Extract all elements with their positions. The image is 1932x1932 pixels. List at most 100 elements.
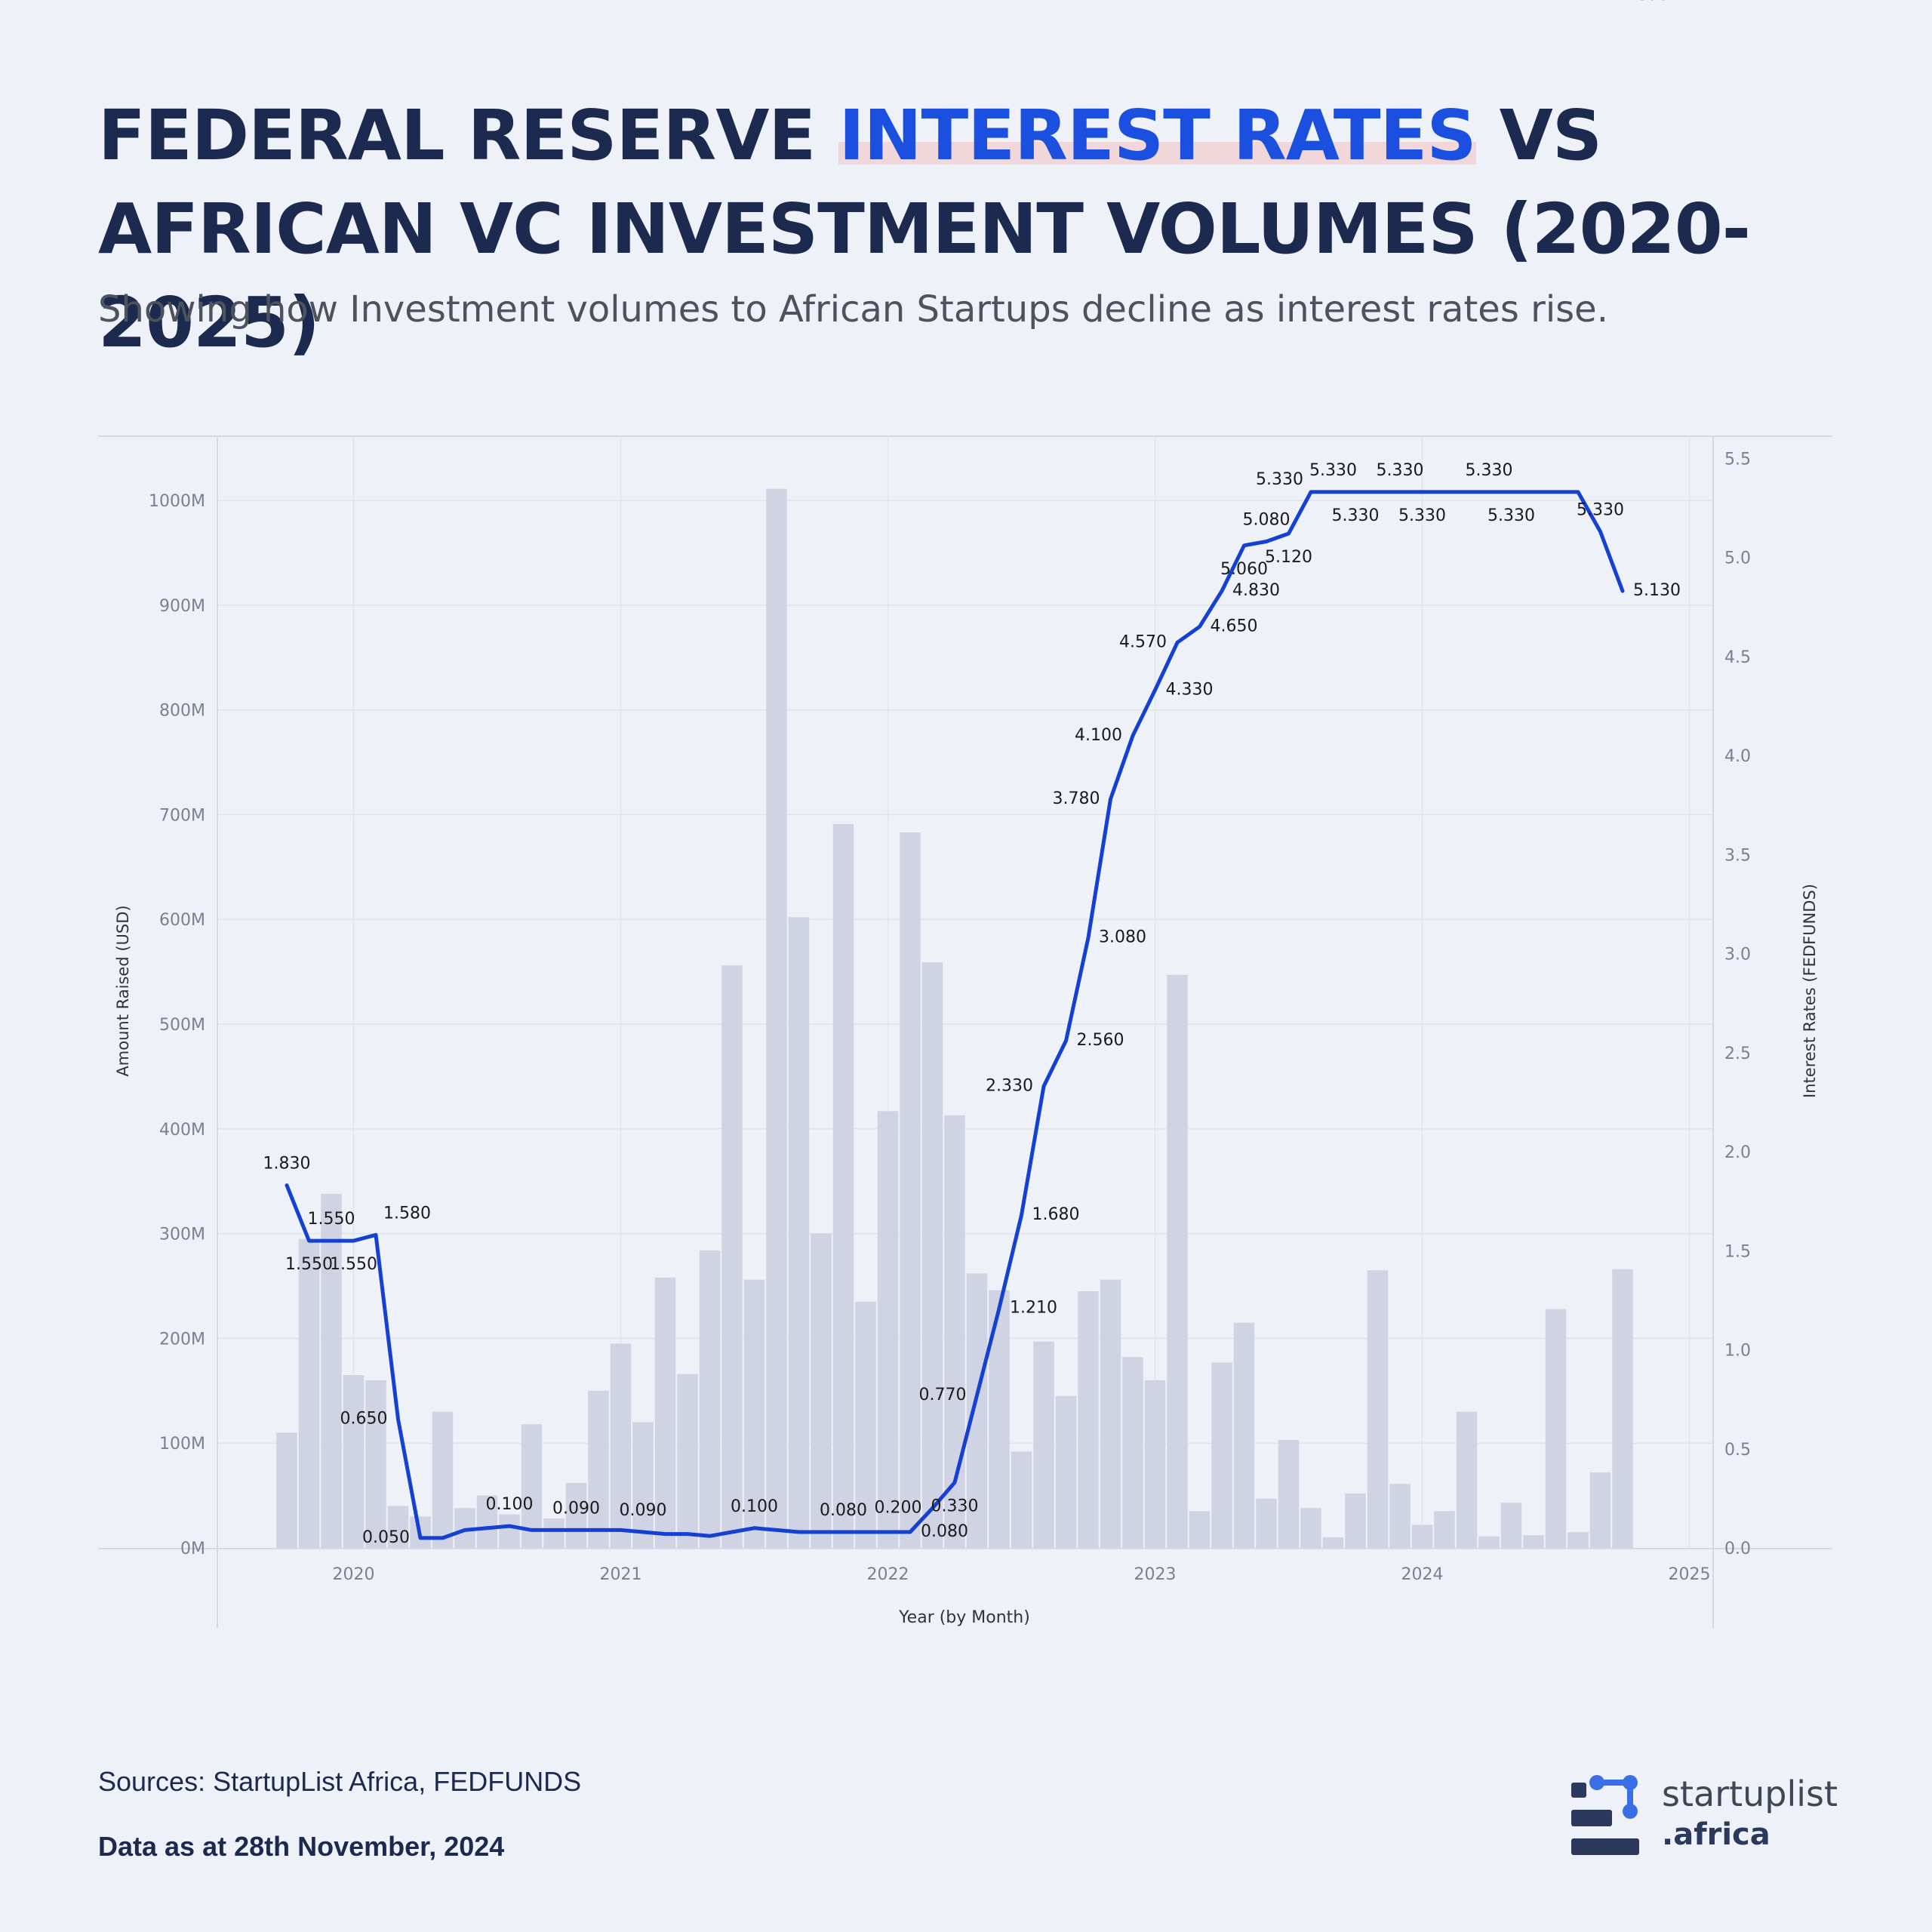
- bar: [1567, 1532, 1589, 1548]
- rate-data-label: 4.330: [1166, 680, 1214, 699]
- rate-data-label: 1.550: [330, 1255, 377, 1274]
- rate-data-label: 5.080: [1243, 511, 1291, 530]
- bar: [276, 1432, 297, 1548]
- bar: [966, 1273, 988, 1548]
- point-labels: 1.8301.5501.5501.5501.5800.6500.0500.100…: [263, 0, 1681, 1547]
- bar: [1144, 1380, 1166, 1548]
- x-tick-label: 2025: [1669, 1565, 1711, 1584]
- y-right-tick-label: 3.0: [1724, 946, 1751, 964]
- y-left-tick-label: 600M: [159, 911, 205, 930]
- logo-wordmark: startuplist: [1662, 1774, 1838, 1814]
- y-right-tick-label: 1.0: [1724, 1342, 1751, 1361]
- y-right-tick-label: 2.0: [1724, 1143, 1751, 1162]
- y-right-tick-label: 1.5: [1724, 1242, 1751, 1261]
- chart-frame: [98, 435, 1832, 1629]
- rate-data-label: 5.330: [1487, 506, 1535, 525]
- bar: [1055, 1395, 1077, 1548]
- rate-data-label: 1.580: [383, 1204, 431, 1223]
- title-part-2: VS AFRICAN VC INVESTMENT VOLUMES (2020-2…: [98, 95, 1751, 363]
- bar: [321, 1193, 342, 1548]
- bar: [1523, 1535, 1544, 1548]
- rate-data-label: 5.330: [1577, 500, 1624, 519]
- bar: [1345, 1493, 1366, 1548]
- rate-data-label: 0.330: [931, 1497, 979, 1515]
- interest-rate-line: [285, 490, 1625, 1540]
- x-axis-label: Year (by Month): [898, 1608, 1030, 1627]
- y-left-tick-label: 0M: [180, 1540, 205, 1558]
- bar: [610, 1343, 632, 1548]
- bar: [365, 1380, 386, 1548]
- y-left-tick-label: 1000M: [149, 492, 205, 511]
- rate-data-label: 1.210: [1010, 1298, 1057, 1317]
- y-axis-right-label: Interest Rates (FEDFUNDS): [1801, 884, 1819, 1098]
- rate-data-label: 2.560: [1077, 1031, 1124, 1050]
- bar: [811, 1233, 832, 1548]
- rate-data-label: 0.090: [552, 1499, 600, 1518]
- bar: [1167, 974, 1188, 1548]
- startuplist-logo: startuplist .africa: [1570, 1774, 1857, 1864]
- rate-data-label: 5.330: [1377, 461, 1424, 480]
- x-tick-label: 2021: [600, 1565, 642, 1584]
- bar: [743, 1279, 765, 1548]
- rate-data-label: 3.780: [1053, 789, 1100, 808]
- rate-data-label: 0.100: [731, 1497, 778, 1516]
- bar: [499, 1514, 520, 1548]
- bar: [1078, 1291, 1099, 1548]
- bar: [1100, 1279, 1121, 1548]
- rate-data-label: 3.080: [1099, 928, 1146, 947]
- y-right-tick-label: 4.5: [1724, 648, 1751, 667]
- rate-data-label: 4.830: [1621, 0, 1669, 5]
- bar: [1367, 1270, 1389, 1548]
- data-date-note: Data as at 28th November, 2024: [98, 1831, 505, 1862]
- bar: [1612, 1269, 1633, 1548]
- bar: [1033, 1341, 1054, 1548]
- rate-data-label: 4.650: [1211, 617, 1258, 635]
- rate-data-label: 5.330: [1398, 506, 1446, 525]
- bar: [343, 1374, 365, 1548]
- title-part-1: FEDERAL RESERVE: [98, 95, 839, 176]
- rate-data-label: 1.680: [1032, 1205, 1080, 1224]
- rate-data-label: 0.200: [875, 1499, 922, 1518]
- bar: [565, 1482, 587, 1548]
- chart-title: FEDERAL RESERVE INTEREST RATES VS AFRICA…: [98, 89, 1834, 370]
- x-tick-label: 2023: [1134, 1565, 1177, 1584]
- bar: [855, 1301, 876, 1548]
- bar: [877, 1111, 899, 1548]
- rate-data-label: 0.100: [486, 1495, 534, 1514]
- bar: [1478, 1536, 1500, 1548]
- bar: [1122, 1357, 1143, 1548]
- y-right-tick-label: 4.0: [1724, 747, 1751, 766]
- title-highlight: INTEREST RATES: [838, 95, 1477, 176]
- bar: [1456, 1411, 1478, 1548]
- rate-data-label: 5.330: [1332, 506, 1380, 525]
- rate-data-label: 2.330: [986, 1076, 1033, 1095]
- bar: [432, 1411, 454, 1548]
- y-right-tick-label: 3.5: [1724, 846, 1751, 865]
- bar: [632, 1422, 654, 1548]
- bar: [1189, 1511, 1211, 1548]
- bar: [387, 1506, 409, 1548]
- bar: [1256, 1498, 1277, 1548]
- bar: [989, 1290, 1010, 1548]
- bar: [588, 1390, 609, 1548]
- y-right-tick-label: 5.0: [1724, 549, 1751, 568]
- rate-data-label: 5.330: [1256, 470, 1303, 489]
- bar: [476, 1495, 498, 1548]
- bar: [654, 1277, 676, 1548]
- axis-ticks: 0M 100M 200M 300M 400M 500M 600M 700M 800M 900M 10…: [149, 450, 1751, 1584]
- bar: [921, 962, 943, 1548]
- bar: [1300, 1508, 1321, 1548]
- rate-data-label: 0.050: [362, 1528, 410, 1547]
- rate-data-label: 5.130: [1633, 581, 1681, 600]
- y-axis-left-label: Amount Raised (USD): [114, 905, 132, 1076]
- y-right-tick-label: 0.0: [1724, 1540, 1751, 1558]
- bar: [1278, 1440, 1300, 1548]
- startuplist-logo-icon: [1571, 1775, 1639, 1855]
- bar: [1322, 1537, 1344, 1548]
- y-left-tick-label: 300M: [159, 1226, 205, 1244]
- bar: [832, 823, 854, 1548]
- chart-subtitle: Showing how Investment volumes to Africa…: [98, 288, 1608, 331]
- x-tick-label: 2024: [1401, 1565, 1444, 1584]
- bar: [721, 965, 743, 1548]
- bar-series: [276, 488, 1633, 1549]
